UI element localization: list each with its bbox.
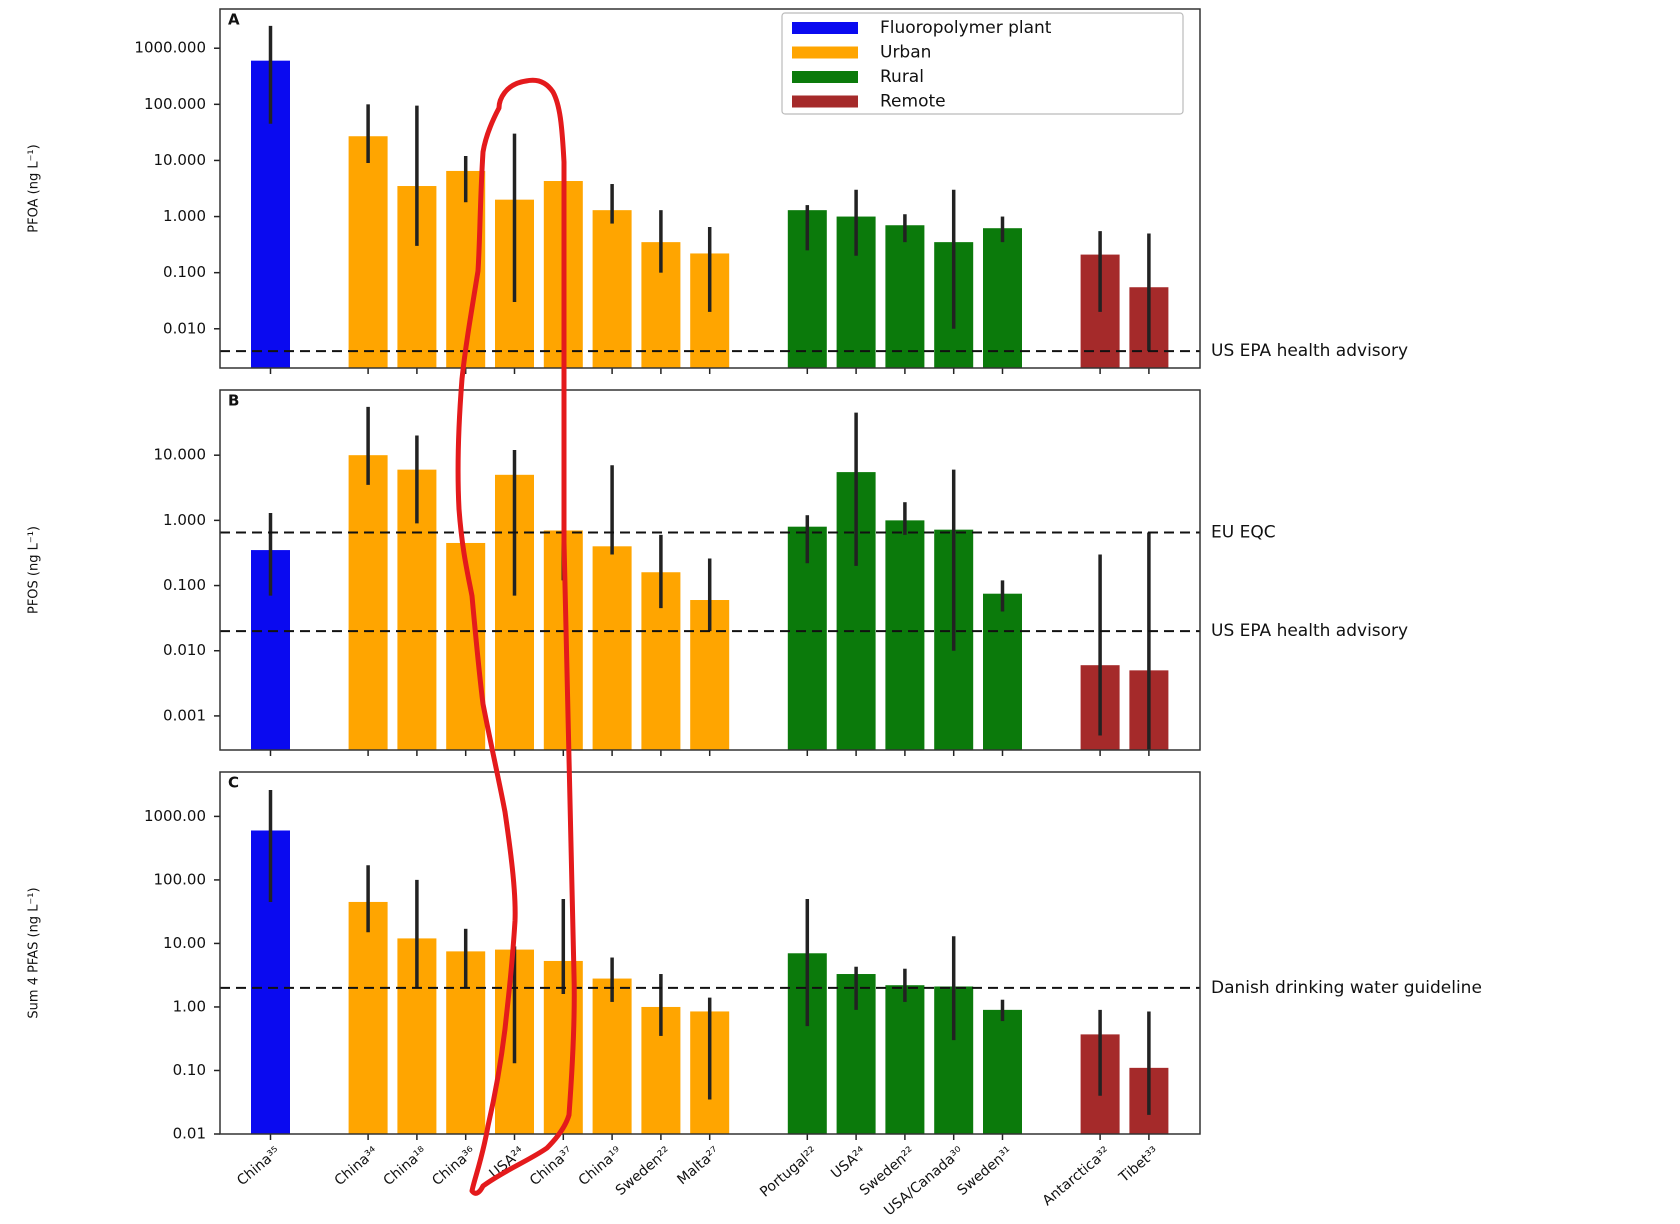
y-tick-label: 100.000: [144, 95, 206, 113]
plot-area: 0.010 0.100 1.000 10.000 100.000 1000.000 US E…: [27, 8, 1482, 1219]
y-tick-label: 1000.000: [134, 39, 206, 57]
x-tick-label: China³⁷: [527, 1144, 577, 1189]
panel-frame: [219, 771, 1201, 1135]
legend-swatch: [792, 71, 858, 83]
legend-label: Fluoropolymer plant: [880, 18, 1052, 38]
legend-label: Rural: [880, 67, 924, 87]
legend-swatch: [792, 95, 858, 108]
y-tick-label: 100.00: [154, 870, 207, 888]
y-tick-label: 0.010: [163, 641, 206, 659]
bar: [983, 228, 1022, 368]
x-tick-label: Tibet³³: [1116, 1144, 1162, 1187]
y-tick-label: 0.10: [173, 1061, 206, 1079]
bar: [592, 978, 632, 1134]
bar: [592, 546, 632, 750]
panel-frame: [219, 8, 1201, 369]
y-tick-label: 0.010: [163, 319, 206, 337]
legend-box: [781, 12, 1184, 115]
y-tick-label: 1.000: [163, 511, 206, 529]
y-axis-title: PFOA (ng L⁻¹): [27, 144, 42, 232]
y-tick-label: 10.000: [154, 151, 207, 169]
panel-label: A: [228, 11, 240, 29]
bar: [348, 455, 388, 750]
y-tick-label: 0.100: [163, 576, 206, 594]
legend-swatch: [792, 46, 858, 59]
y-tick-label: 0.001: [163, 706, 206, 724]
panel-label: B: [228, 392, 239, 410]
bar: [592, 210, 632, 368]
hand-drawn-highlight: [455, 77, 577, 1196]
y-tick-label: 1.00: [173, 997, 206, 1015]
reference-label: Danish drinking water guideline: [1211, 978, 1482, 998]
bar: [787, 526, 827, 750]
reference-label: US EPA health advisory: [1211, 621, 1408, 641]
y-tick-label: 10.000: [154, 446, 207, 464]
y-tick-label: 0.100: [163, 263, 206, 281]
x-tick-label: China¹⁸: [381, 1144, 431, 1189]
x-tick-label: Portugal²²: [757, 1144, 820, 1201]
x-tick-label: Sweden²²: [613, 1144, 674, 1199]
y-tick-label: 10.00: [163, 934, 206, 952]
panel-label: C: [228, 774, 239, 792]
y-tick-label: 1.000: [163, 207, 206, 225]
x-tick-label: USA²⁴: [828, 1144, 869, 1182]
x-tick-label: Sweden³¹: [954, 1144, 1015, 1199]
panel-frame: [219, 389, 1201, 751]
bar: [348, 136, 388, 368]
bar: [885, 985, 925, 1134]
x-tick-label: Antarctica³²: [1040, 1144, 1114, 1209]
legend-swatch: [792, 22, 858, 34]
x-tick-label: China³⁵: [234, 1144, 284, 1189]
x-tick-label: Malta²⁷: [674, 1144, 722, 1188]
reference-label: EU EQC: [1211, 523, 1276, 543]
y-axis-title: PFOS (ng L⁻¹): [27, 526, 42, 614]
legend-label: Remote: [880, 92, 946, 112]
legend-label: Urban: [880, 43, 931, 63]
reference-label: US EPA health advisory: [1211, 341, 1408, 361]
y-tick-label: 1000.00: [144, 807, 206, 825]
y-axis-title: Sum 4 PFAS (ng L⁻¹): [27, 887, 42, 1018]
bar: [983, 1009, 1022, 1134]
bar: [983, 593, 1022, 750]
bar: [885, 520, 925, 750]
bar: [348, 901, 388, 1134]
x-tick-label: China³⁴: [332, 1144, 382, 1189]
y-tick-label: 0.01: [173, 1125, 206, 1143]
bar: [885, 225, 925, 368]
